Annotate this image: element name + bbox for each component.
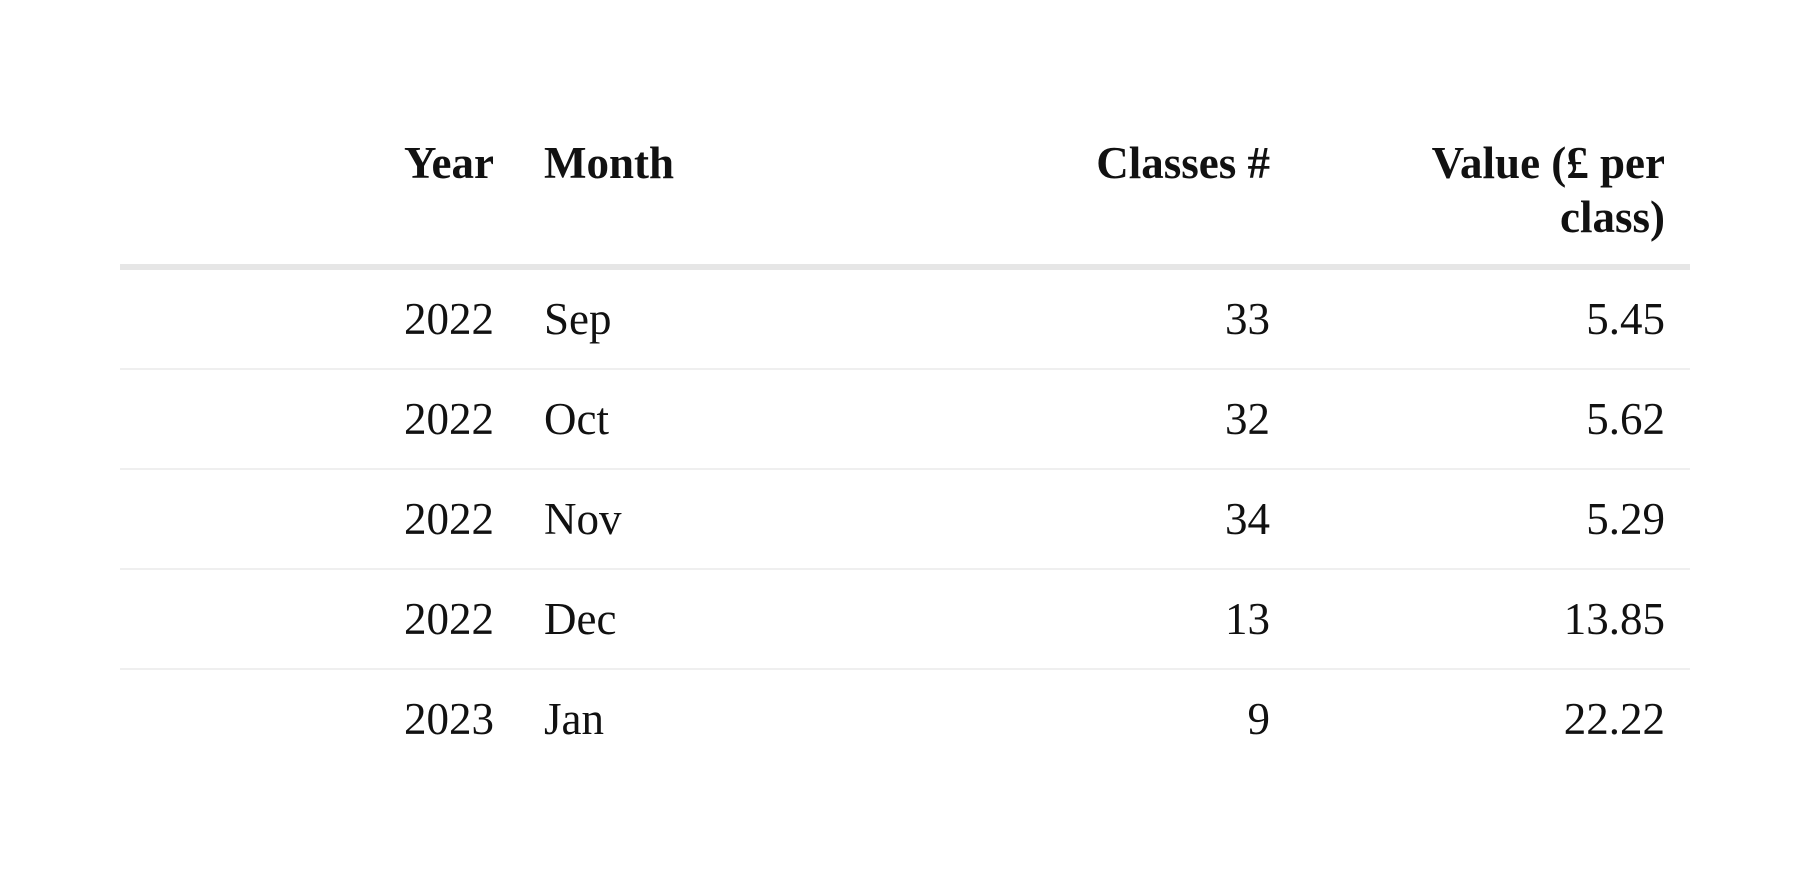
cell-year: 2022	[376, 569, 519, 670]
cell-classes: 32	[885, 369, 1295, 470]
table-row: 2023 Jan 9 22.22	[120, 669, 1690, 768]
cell-month: Sep	[519, 267, 885, 370]
row-spacer-cell	[120, 469, 376, 570]
cell-classes: 33	[885, 267, 1295, 370]
row-spacer-cell	[120, 369, 376, 470]
cell-value: 5.62	[1295, 369, 1690, 470]
cell-classes: 34	[885, 469, 1295, 570]
cell-value: 13.85	[1295, 569, 1690, 670]
header-row: Year Month Classes # Value (£ per class)	[120, 136, 1690, 270]
cell-year: 2022	[376, 369, 519, 470]
cell-month: Nov	[519, 469, 885, 570]
table-body: 2022 Sep 33 5.45 2022 Oct 32 5.62 2022 N…	[120, 267, 1690, 768]
table-header: Year Month Classes # Value (£ per class)	[120, 136, 1690, 270]
header-year: Year	[376, 136, 519, 270]
header-month: Month	[519, 136, 885, 270]
table-row: 2022 Dec 13 13.85	[120, 569, 1690, 670]
cell-classes: 9	[1247, 694, 1271, 744]
cell-value: 5.45	[1295, 267, 1690, 370]
cell-year: 2023	[404, 694, 494, 744]
classes-value-table: Year Month Classes # Value (£ per class)…	[120, 136, 1690, 768]
table-row: 2022 Sep 33 5.45	[120, 267, 1690, 370]
header-spacer-cell	[120, 136, 376, 270]
cell-year: 2022	[376, 469, 519, 570]
cell-month: Jan	[544, 694, 604, 744]
table-container: Year Month Classes # Value (£ per class)…	[120, 136, 1690, 768]
cell-month: Dec	[519, 569, 885, 670]
row-spacer-cell	[120, 569, 376, 670]
header-value: Value (£ per class)	[1295, 136, 1690, 270]
cell-month: Oct	[519, 369, 885, 470]
row-spacer-cell	[120, 267, 376, 370]
table-row: 2022 Oct 32 5.62	[120, 369, 1690, 470]
cell-year: 2022	[376, 267, 519, 370]
row-spacer-cell	[120, 669, 376, 768]
cell-value: 22.22	[1563, 694, 1665, 744]
table-row: 2022 Nov 34 5.29	[120, 469, 1690, 570]
cell-value: 5.29	[1295, 469, 1690, 570]
cell-classes: 13	[885, 569, 1295, 670]
header-classes: Classes #	[885, 136, 1295, 270]
